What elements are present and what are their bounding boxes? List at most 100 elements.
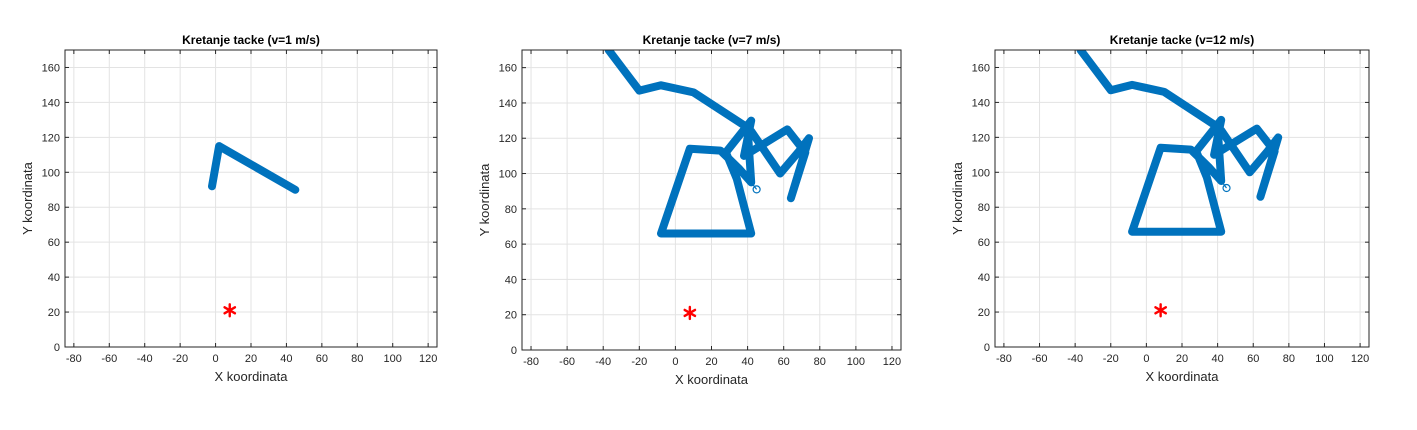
trajectory-point [1253, 125, 1261, 133]
x-tick-label: 80 [814, 356, 826, 368]
y-tick-label: 20 [48, 307, 60, 319]
asterisk-stroke [223, 306, 237, 315]
trajectory-point [215, 142, 223, 150]
x-tick-label: -40 [1067, 353, 1083, 365]
x-axis-label: X koordinata [1146, 369, 1220, 384]
y-tick-label: 160 [972, 62, 990, 74]
trajectory-point [1128, 228, 1136, 236]
y-axis-label: Y koordinata [477, 163, 492, 237]
trajectory-point [635, 86, 643, 95]
trajectory-point [1210, 151, 1218, 159]
y-tick-label: 160 [499, 63, 517, 75]
x-tick-label: -20 [172, 353, 188, 365]
trajectory-point [657, 229, 665, 238]
trajectory-point [1271, 147, 1279, 155]
trajectory-point [686, 145, 694, 153]
trajectory-point [1157, 144, 1165, 152]
trajectory-point [722, 148, 730, 156]
trajectory-point [794, 148, 802, 156]
y-tick-label: 60 [505, 239, 517, 251]
x-tick-label: -80 [66, 353, 82, 365]
trajectory-point [725, 155, 734, 164]
trajectory-tail-line [1220, 180, 1227, 189]
trajectory-point [1196, 154, 1204, 162]
x-tick-label: -60 [1032, 353, 1048, 365]
trajectory-point [1076, 50, 1085, 54]
trajectory-point [776, 169, 784, 178]
trajectory-point [747, 127, 755, 135]
y-tick-label: 20 [505, 310, 517, 322]
x-tick-label: 80 [1283, 353, 1295, 365]
trajectory-point [1203, 173, 1211, 182]
y-tick-label: 160 [42, 62, 60, 74]
y-tick-label: 140 [42, 97, 60, 109]
chart-title: Kretanje tacke (v=12 m/s) [1110, 33, 1254, 47]
x-tick-label: 0 [213, 353, 219, 365]
x-tick-label: -80 [996, 353, 1012, 365]
trajectory-point [291, 186, 299, 194]
trajectory-point [1263, 147, 1272, 155]
y-tick-label: 140 [972, 97, 990, 109]
trajectory-point [605, 50, 613, 54]
y-tick-label: 120 [972, 132, 990, 144]
x-tick-label: 40 [741, 356, 753, 368]
x-tick-label: -40 [595, 356, 611, 368]
trajectory-point [1205, 163, 1213, 171]
y-tick-label: 40 [48, 272, 60, 284]
x-axis-label: X koordinata [215, 369, 289, 384]
trajectory-point [1128, 81, 1136, 89]
trajectory-point [734, 164, 743, 172]
y-tick-label: 100 [499, 169, 517, 181]
x-tick-label: -80 [523, 356, 539, 368]
x-tick-label: 120 [883, 356, 901, 368]
x-tick-label: 40 [1211, 353, 1223, 365]
x-tick-label: 40 [280, 353, 292, 365]
target-asterisk-marker [223, 303, 237, 318]
asterisk-stroke [683, 308, 697, 318]
y-tick-label: 120 [499, 133, 517, 145]
x-tick-label: 60 [316, 353, 328, 365]
x-tick-label: 100 [1315, 353, 1333, 365]
endpoint-marker [752, 185, 761, 194]
x-tick-label: 100 [847, 356, 865, 368]
asterisk-stroke [1154, 306, 1168, 315]
x-tick-label: -60 [101, 353, 117, 365]
x-tick-label: 0 [1143, 353, 1149, 365]
y-axis-label: Y koordinata [950, 161, 965, 235]
x-tick-label: 120 [419, 353, 437, 365]
trajectory-point [1217, 228, 1225, 236]
trajectory-point [740, 152, 748, 160]
endpoint-marker [1222, 183, 1231, 193]
x-axis-label: X koordinata [675, 372, 749, 387]
x-tick-label: -20 [631, 356, 647, 368]
trajectory-point [1217, 126, 1225, 134]
y-tick-label: 140 [499, 98, 517, 110]
trajectory-point [657, 81, 665, 89]
x-tick-label: 80 [351, 353, 363, 365]
data-layer [208, 142, 300, 318]
trajectory-point [208, 182, 216, 190]
trajectory-point [689, 88, 698, 96]
trajectory-point [1274, 133, 1282, 141]
chart-title: Kretanje tacke (v=1 m/s) [182, 33, 320, 47]
y-tick-label: 40 [505, 274, 517, 286]
trajectory-point [783, 125, 791, 134]
x-tick-label: 20 [705, 356, 717, 368]
trajectory-point [747, 229, 755, 238]
x-tick-label: 120 [1351, 353, 1369, 365]
y-tick-label: 100 [42, 167, 60, 179]
y-tick-label: 60 [978, 237, 990, 249]
x-tick-label: -60 [559, 356, 575, 368]
target-asterisk-marker [683, 305, 697, 321]
y-tick-label: 0 [54, 342, 60, 354]
chart-1: -80 -60 -40 -20 0 20 40 60 80 100 120 0 20 40 60 80 100 1… [20, 33, 438, 384]
trajectory-point [787, 194, 795, 202]
y-tick-label: 80 [505, 204, 517, 216]
x-tick-label: 0 [672, 356, 678, 368]
y-tick-label: 60 [48, 237, 60, 249]
x-tick-label: 100 [384, 353, 402, 365]
trajectory-point [805, 134, 813, 142]
x-tick-label: 60 [778, 356, 790, 368]
x-tick-label: 20 [1176, 353, 1188, 365]
